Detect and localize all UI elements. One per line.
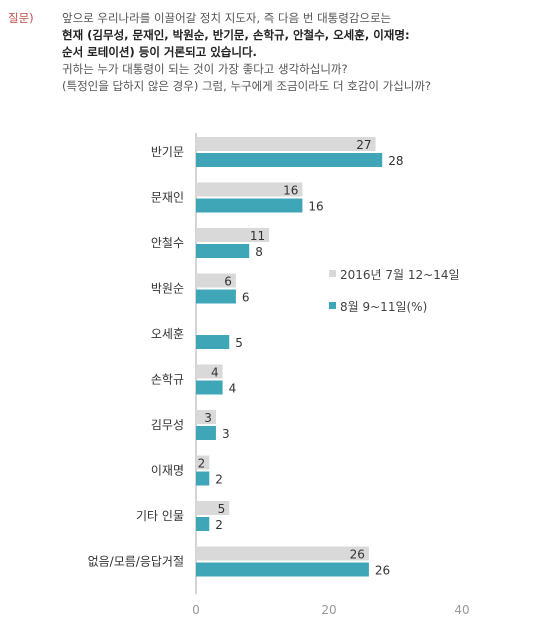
question-line-2: 현재 (김무성, 문재인, 박원순, 반기문, 손학규, 안철수, 오세훈, 이… bbox=[62, 28, 410, 42]
bar-august bbox=[196, 471, 210, 486]
value-label-august: 16 bbox=[308, 200, 323, 214]
bar-july bbox=[196, 364, 223, 379]
value-label-july: 11 bbox=[250, 229, 265, 243]
value-label-august: 4 bbox=[229, 382, 237, 396]
value-label-august: 6 bbox=[242, 291, 250, 305]
bar-july bbox=[196, 501, 230, 515]
category-label: 없음/모름/응답거절 bbox=[88, 555, 184, 569]
category-label: 오세훈 bbox=[151, 327, 184, 341]
x-tick-label: 20 bbox=[321, 603, 336, 617]
category-label: 기타 인물 bbox=[136, 509, 184, 523]
value-label-august: 2 bbox=[215, 473, 223, 487]
question-block: 질문) 앞으로 우리나라를 이끌어갈 정치 지도자, 즉 다음 번 대통령감으로… bbox=[8, 10, 544, 95]
bar-august bbox=[196, 517, 210, 531]
value-label-august: 8 bbox=[255, 245, 263, 259]
value-label-august: 3 bbox=[222, 427, 230, 441]
bar-august bbox=[196, 562, 369, 577]
bar-august bbox=[196, 244, 250, 258]
bar-august bbox=[196, 380, 223, 395]
value-label-july: 3 bbox=[204, 411, 212, 425]
value-label-august: 26 bbox=[375, 564, 390, 578]
bar-july bbox=[196, 546, 369, 561]
value-label-august: 5 bbox=[235, 336, 243, 350]
value-label-july: 4 bbox=[211, 366, 219, 380]
category-label: 박원순 bbox=[151, 282, 184, 296]
legend-swatch-july bbox=[329, 270, 336, 277]
category-label: 안철수 bbox=[151, 236, 184, 250]
category-label: 손학규 bbox=[151, 373, 184, 387]
category-label: 김무성 bbox=[151, 418, 184, 432]
question-line-1: 질문) 앞으로 우리나라를 이끌어갈 정치 지도자, 즉 다음 번 대통령감으로… bbox=[8, 11, 392, 25]
bar-july bbox=[196, 182, 303, 197]
value-label-july: 26 bbox=[350, 548, 365, 562]
value-label-august: 28 bbox=[388, 154, 403, 168]
question-line-5: (특정인을 답하지 않은 경우) 그럼, 누구에게 조금이라도 더 호감이 가십… bbox=[62, 79, 432, 93]
question-line-4: 귀하는 누가 대통령이 되는 것이 가장 좋다고 생각하십니까? bbox=[62, 62, 348, 76]
value-label-july: 2 bbox=[198, 457, 206, 471]
bar-august bbox=[196, 335, 230, 349]
bar-august bbox=[196, 289, 236, 304]
value-label-july: 5 bbox=[218, 502, 226, 516]
legend-label-july: 2016년 7월 12~14일 bbox=[340, 268, 460, 282]
value-label-august: 2 bbox=[215, 518, 223, 532]
question-tag: 질문) bbox=[8, 11, 34, 25]
question-line-3: 순서 로테이션) 등이 거론되고 있습니다. bbox=[62, 45, 257, 59]
category-label: 문재인 bbox=[151, 191, 184, 205]
bar-july bbox=[196, 228, 270, 242]
x-tick-label: 0 bbox=[192, 603, 200, 617]
bar-august bbox=[196, 426, 216, 440]
value-label-july: 27 bbox=[356, 138, 371, 152]
legend-label-august: 8월 9~11일(%) bbox=[340, 300, 427, 314]
category-label: 반기문 bbox=[151, 145, 184, 159]
category-label: 이재명 bbox=[151, 464, 184, 478]
legend-swatch-august bbox=[329, 302, 336, 309]
bar-august bbox=[196, 153, 383, 167]
x-tick-label: 40 bbox=[454, 603, 469, 617]
bar-july bbox=[196, 273, 236, 288]
value-label-july: 16 bbox=[283, 184, 298, 198]
bar-july bbox=[196, 410, 216, 424]
value-label-july: 6 bbox=[224, 275, 232, 289]
bar-july bbox=[196, 455, 210, 470]
bar-july bbox=[196, 137, 376, 151]
bar-august bbox=[196, 198, 303, 213]
